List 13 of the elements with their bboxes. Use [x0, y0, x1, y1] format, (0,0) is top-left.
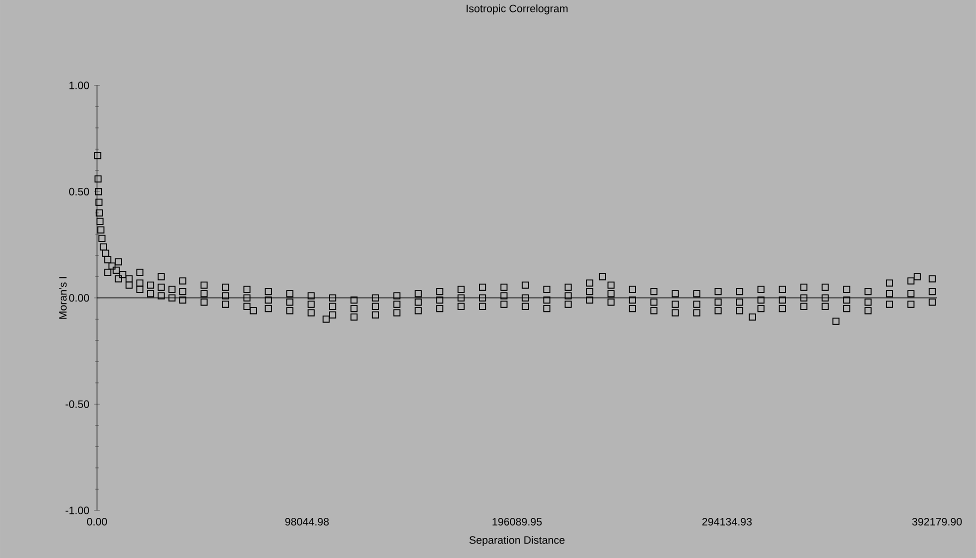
x-tick-label: 294134.93 [702, 518, 752, 526]
chart-title: Isotropic Correlogram [466, 4, 568, 14]
y-tick-label: 0.50 [69, 188, 90, 196]
x-tick-label: 196089.95 [492, 518, 542, 526]
y-tick-label: -0.50 [66, 400, 90, 408]
x-tick-label: 98044.98 [285, 518, 329, 526]
y-axis-title: Moran's I [59, 276, 67, 319]
y-tick-label: -1.00 [66, 506, 90, 514]
x-axis-title: Separation Distance [469, 536, 565, 546]
y-tick-label: 1.00 [70, 81, 90, 89]
x-tick-label: 392179.90 [912, 518, 962, 526]
y-tick-label: 0.00 [69, 294, 90, 302]
x-tick-label: 0.00 [87, 518, 107, 526]
